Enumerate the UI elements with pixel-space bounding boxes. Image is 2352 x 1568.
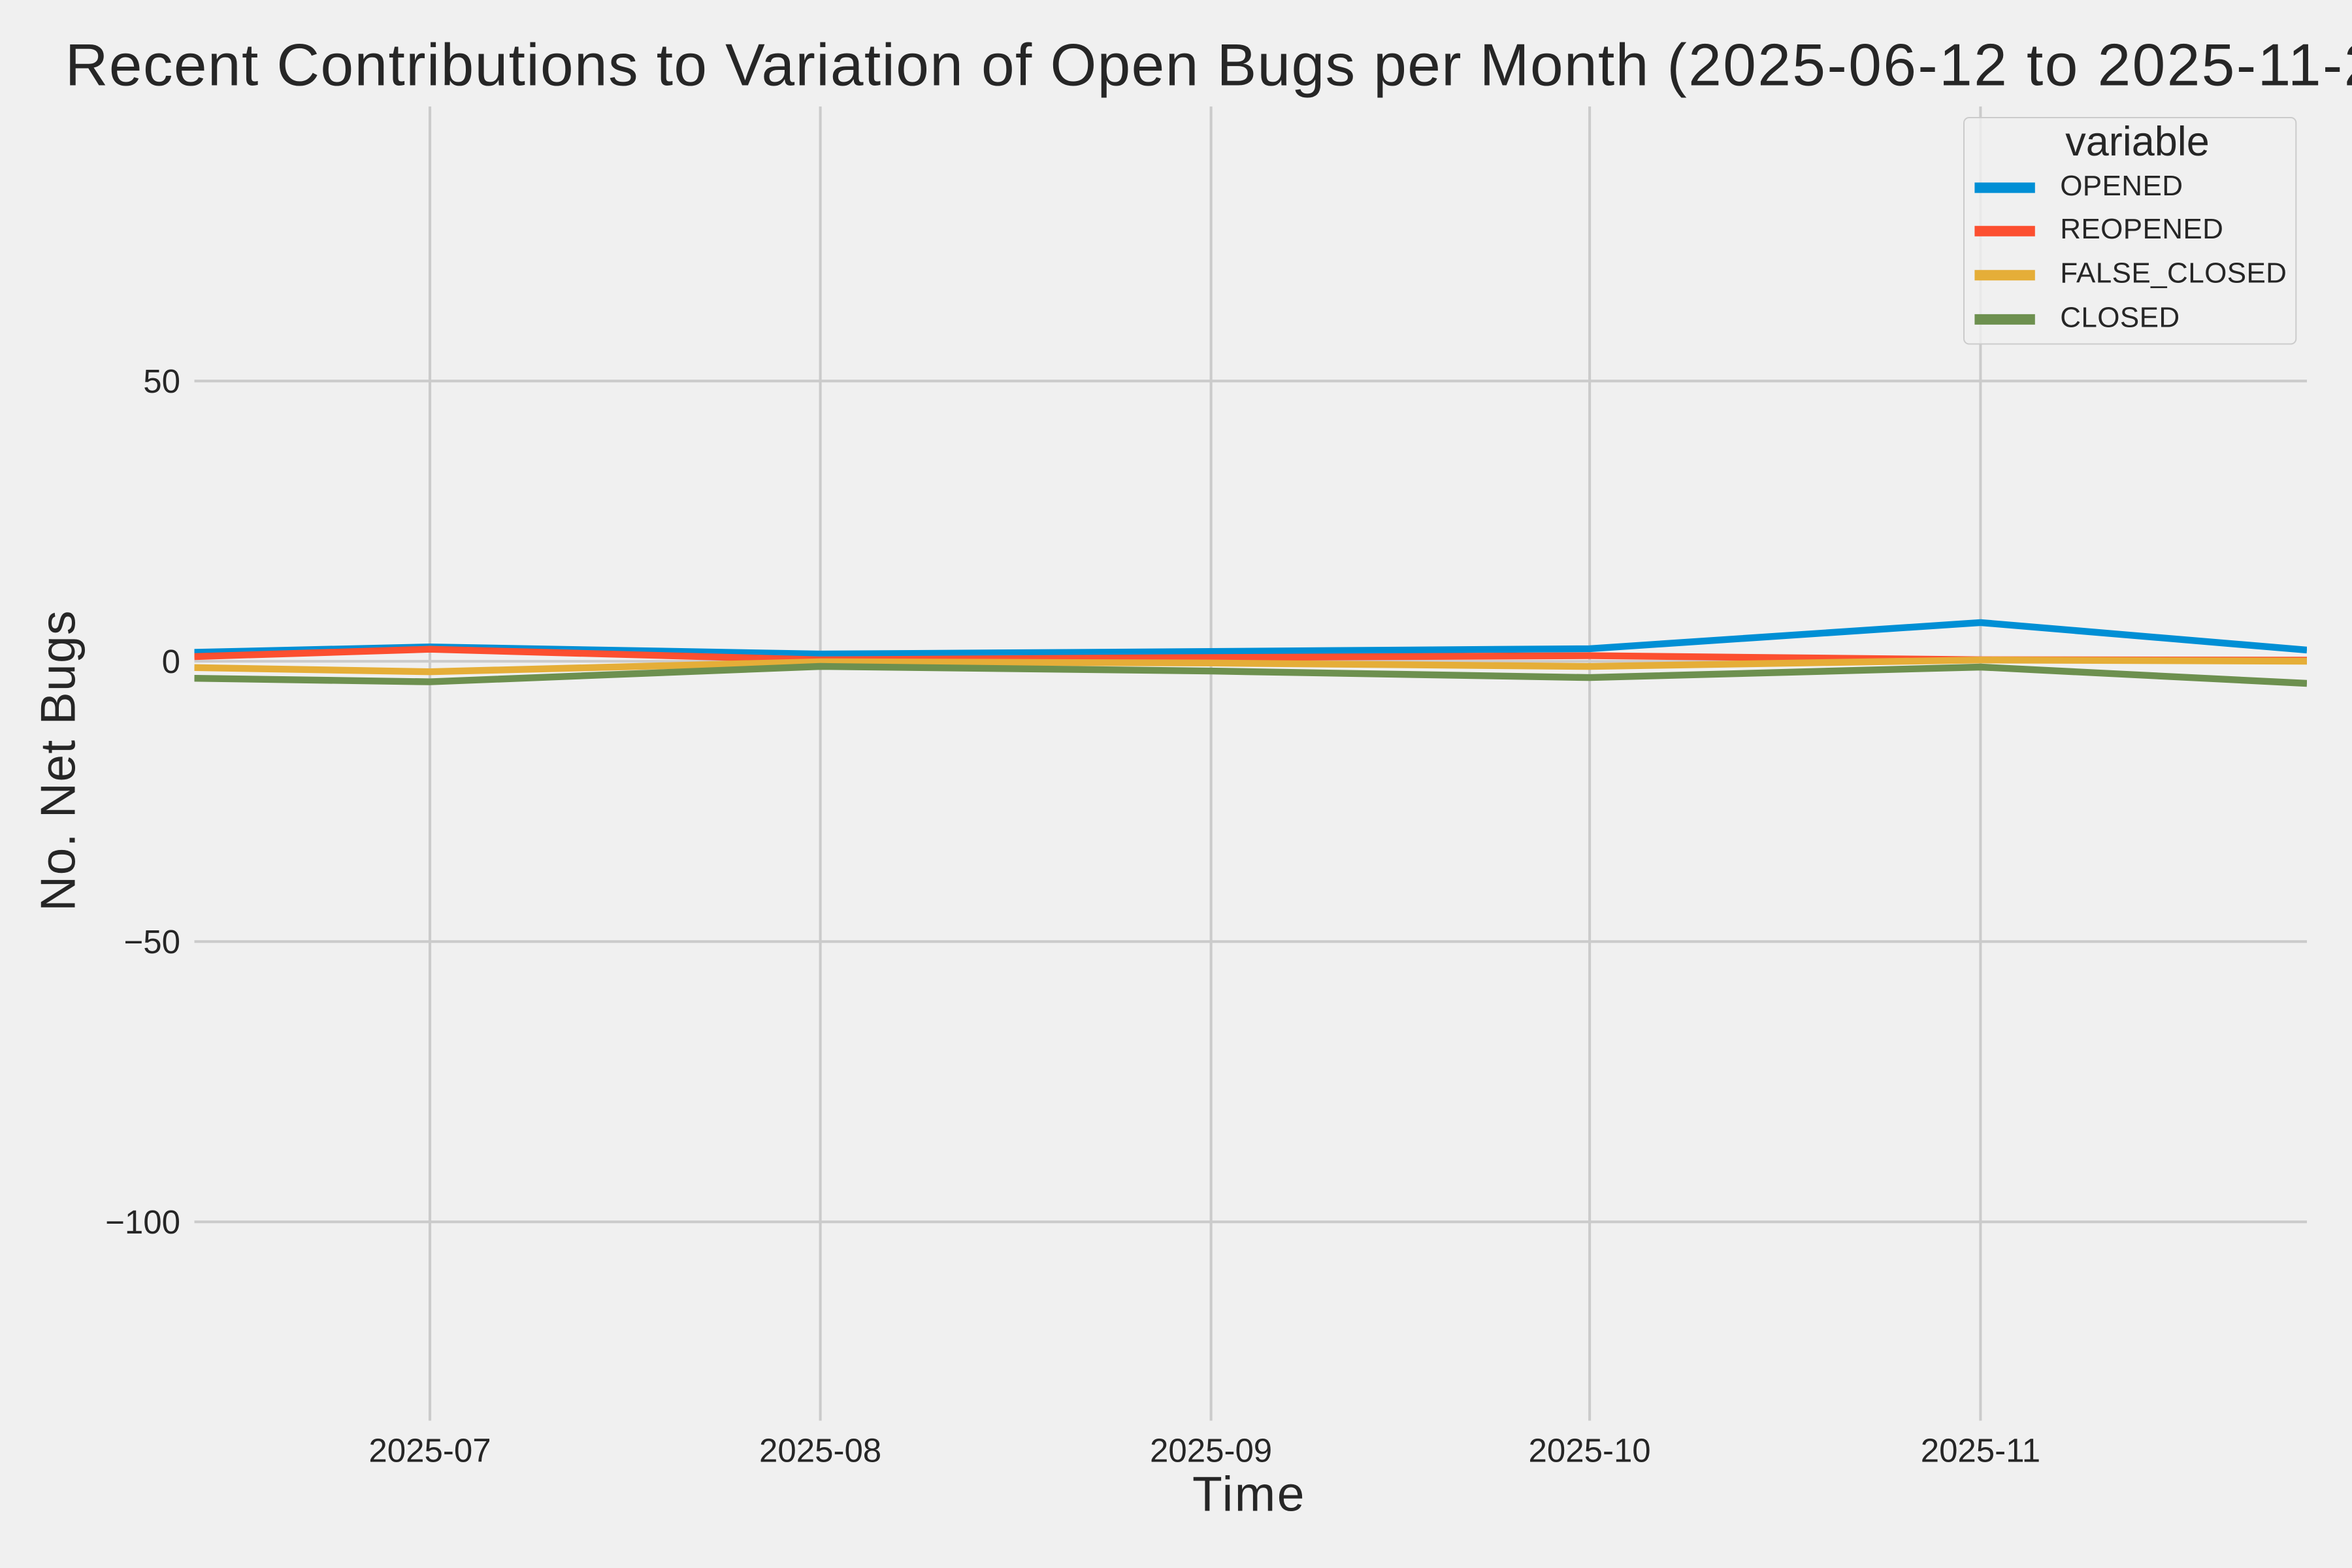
- svg-text:variable: variable: [2065, 119, 2210, 165]
- svg-text:No. Net Bugs: No. Net Bugs: [31, 610, 86, 911]
- svg-text:−50: −50: [123, 923, 180, 960]
- svg-text:0: 0: [162, 643, 180, 680]
- svg-text:−100: −100: [105, 1203, 180, 1241]
- svg-text:2025-09: 2025-09: [1150, 1431, 1272, 1469]
- svg-text:2025-08: 2025-08: [759, 1431, 881, 1469]
- svg-text:Recent Contributions to Variat: Recent Contributions to Variation of Ope…: [65, 32, 2352, 98]
- svg-text:2025-07: 2025-07: [368, 1431, 491, 1469]
- svg-text:REOPENED: REOPENED: [2060, 213, 2223, 245]
- svg-text:2025-11: 2025-11: [1921, 1431, 2040, 1469]
- svg-text:CLOSED: CLOSED: [2060, 301, 2180, 333]
- svg-text:OPENED: OPENED: [2060, 170, 2183, 202]
- svg-text:2025-10: 2025-10: [1529, 1431, 1651, 1469]
- svg-text:50: 50: [143, 363, 180, 400]
- svg-text:Time: Time: [1192, 1466, 1306, 1521]
- svg-text:FALSE_CLOSED: FALSE_CLOSED: [2060, 257, 2287, 289]
